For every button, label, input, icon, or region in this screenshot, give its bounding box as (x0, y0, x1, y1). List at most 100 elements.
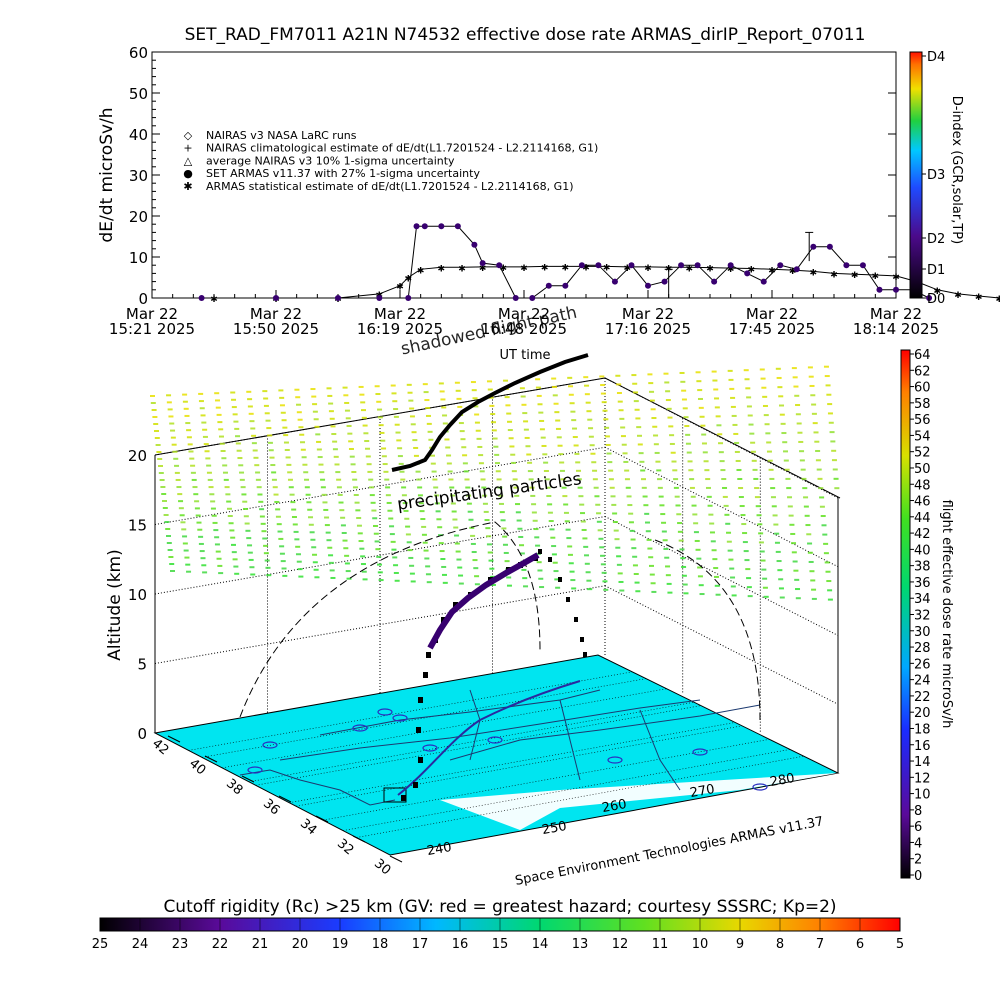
particle-mark (685, 442, 691, 445)
particle-mark (308, 516, 314, 519)
particle-mark (454, 542, 460, 545)
particle-mark (194, 507, 200, 510)
particle-mark (336, 478, 342, 481)
particle-mark (635, 590, 641, 593)
particle-mark (391, 548, 397, 551)
particle-mark (178, 500, 184, 503)
latitude-tick-label: 34 (297, 816, 319, 838)
particle-mark (409, 564, 415, 567)
particle-mark (642, 495, 648, 498)
particle-mark (626, 495, 632, 498)
particle-mark (543, 469, 549, 472)
particle-mark (535, 378, 541, 381)
altitude-gridline (154, 516, 606, 595)
particle-mark (202, 428, 208, 431)
particle-mark (608, 469, 614, 472)
x-tick-date: Mar 22 (870, 305, 922, 323)
particle-mark (182, 400, 188, 403)
particle-mark (506, 412, 512, 415)
particle-mark (715, 593, 721, 596)
particle-mark (373, 532, 379, 535)
particle-mark (471, 389, 477, 392)
particle-mark (803, 496, 809, 499)
particle-mark (166, 542, 172, 544)
dose-tick-label: 2 (914, 853, 922, 868)
particle-mark (348, 440, 354, 443)
particle-mark (809, 570, 815, 573)
particle-mark (807, 542, 813, 545)
particle-mark (531, 511, 537, 514)
particle-mark (650, 582, 656, 585)
particle-mark (746, 396, 752, 399)
rigidity-colorbar-label: Cutoff rigidity (Rc) >25 km (GV: red = g… (163, 897, 836, 917)
particle-mark (348, 447, 354, 450)
particle-mark (224, 486, 230, 489)
particle-mark (383, 470, 389, 473)
armas-point (595, 262, 602, 269)
particle-mark (346, 424, 352, 427)
particle-mark (475, 429, 481, 432)
particle-mark (218, 435, 224, 438)
particle-mark (412, 439, 418, 442)
particle-mark (518, 535, 524, 538)
particle-mark (739, 505, 745, 508)
particle-mark (638, 452, 644, 455)
particle-mark (820, 515, 826, 518)
particle-mark (690, 495, 696, 498)
particle-mark (824, 375, 830, 378)
particle-mark (526, 453, 532, 456)
particle-mark (705, 486, 711, 489)
particle-mark (502, 535, 508, 538)
particle-mark (201, 421, 207, 424)
particle-mark (699, 593, 705, 596)
particle-mark (724, 513, 730, 516)
particle-mark (806, 533, 812, 536)
particle-mark (592, 478, 598, 481)
particle-mark (551, 545, 557, 548)
map-latitude-line (322, 738, 770, 821)
latitude-tick-label: 30 (371, 856, 393, 878)
particle-mark (487, 551, 493, 554)
particle-mark (651, 590, 657, 593)
particle-mark (813, 431, 819, 434)
particle-mark (477, 445, 483, 448)
particle-mark (534, 536, 540, 539)
particle-mark (794, 578, 800, 581)
particle-mark (494, 462, 500, 465)
particle-mark (709, 531, 715, 534)
particle-mark (738, 496, 744, 499)
particle-mark (167, 408, 173, 411)
altitude-tick-label: 20 (128, 447, 147, 465)
particle-mark (698, 406, 704, 409)
particle-mark (392, 400, 398, 403)
particle-mark (342, 386, 348, 389)
particle-mark (455, 389, 461, 392)
particle-mark (447, 470, 453, 473)
particle-mark (779, 404, 785, 407)
particle-mark (199, 407, 205, 410)
particle-mark (550, 536, 556, 539)
particle-mark (779, 413, 785, 416)
particle-mark (326, 387, 332, 390)
particle-mark (311, 546, 317, 549)
rigidity-tick-label: 9 (736, 937, 744, 952)
particle-mark (439, 550, 445, 553)
map-boundary-line (559, 699, 581, 781)
particle-mark (390, 384, 396, 387)
particle-mark (567, 545, 573, 548)
particle-mark (316, 448, 322, 451)
particle-mark (689, 486, 695, 489)
particle-mark (697, 575, 703, 578)
particle-mark (759, 550, 765, 553)
nairas-point: ✱ (458, 264, 466, 274)
particle-mark (259, 508, 265, 511)
particle-mark (790, 532, 796, 535)
particle-mark (665, 399, 671, 402)
armas-point (793, 266, 800, 273)
particle-mark (351, 470, 357, 473)
dose-tick-label: 38 (914, 560, 931, 575)
particle-mark (239, 471, 245, 474)
particle-mark (546, 495, 552, 498)
particle-mark (500, 519, 506, 522)
